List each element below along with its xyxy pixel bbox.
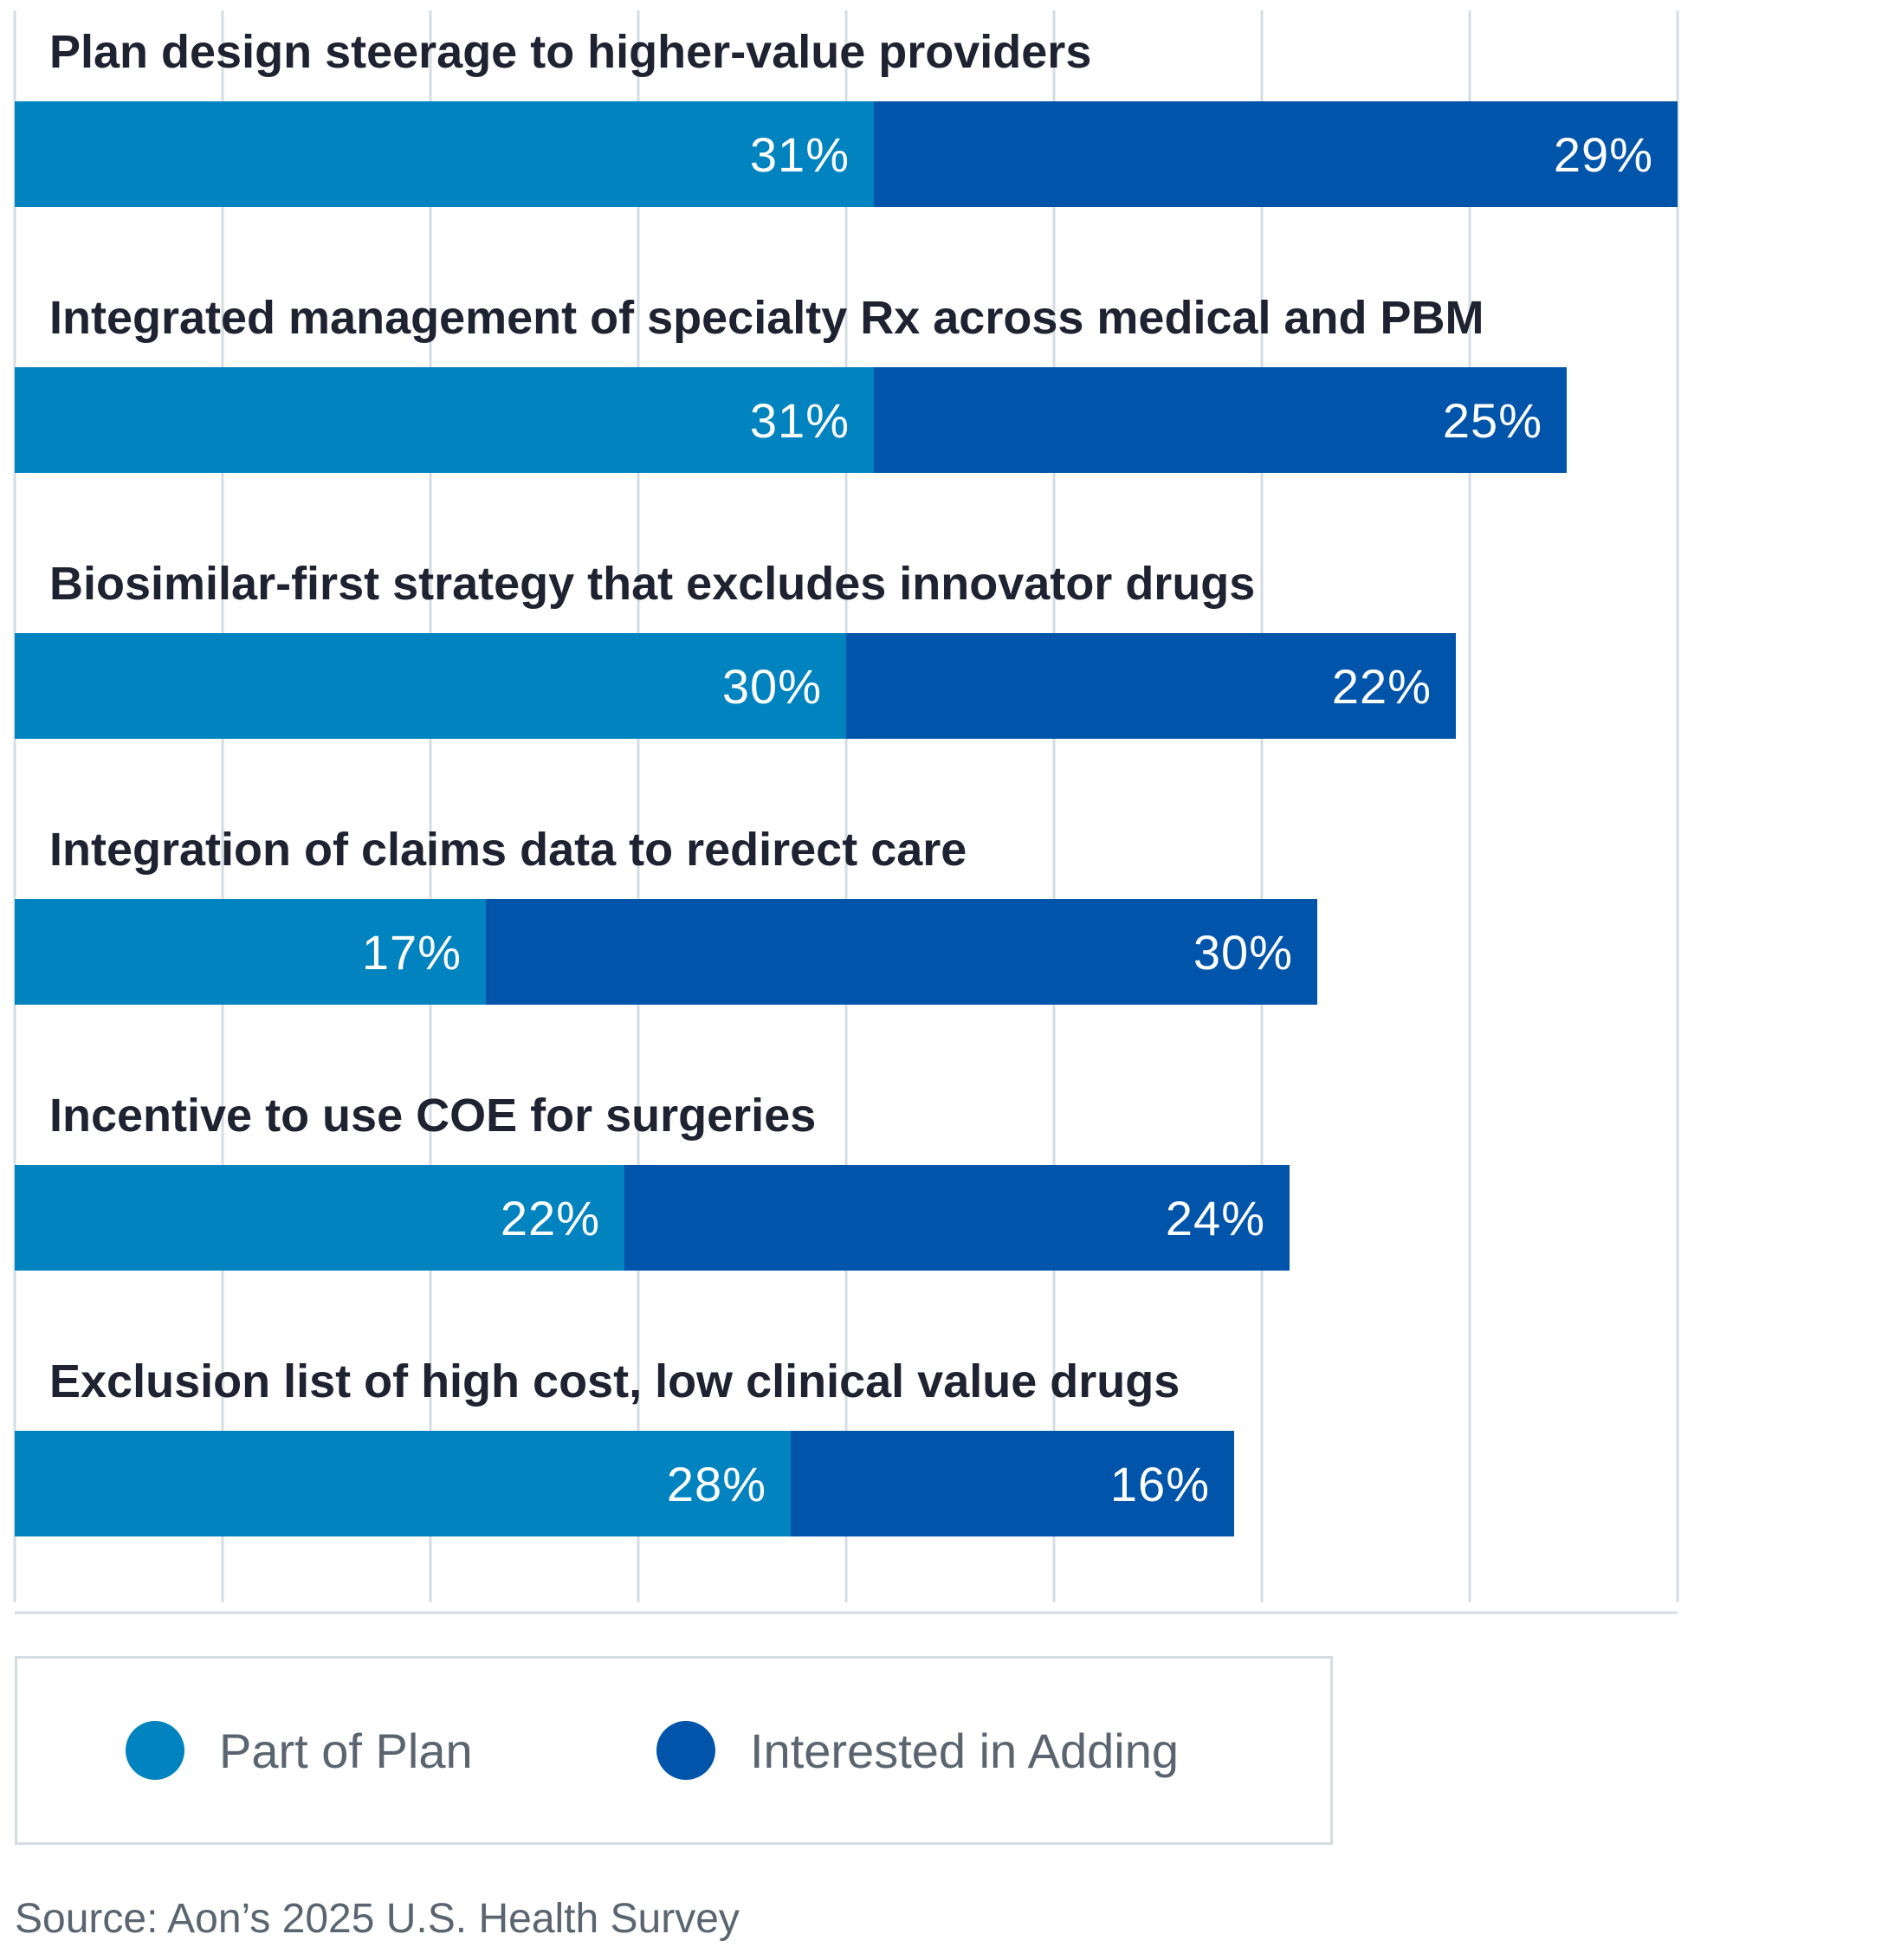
- legend-label-part-of-plan: Part of Plan: [219, 1723, 473, 1778]
- bar-part-of-plan: [15, 1431, 791, 1536]
- data-label-part-of-plan: 31%: [750, 127, 850, 182]
- bar-interested-in-adding: [874, 101, 1678, 207]
- category-label: Incentive to use COE for surgeries: [49, 1090, 816, 1142]
- bar-part-of-plan: [15, 899, 486, 1005]
- data-label-interested-in-adding: 24%: [1166, 1191, 1265, 1245]
- data-label-part-of-plan: 28%: [667, 1457, 766, 1511]
- category-label: Integrated management of specialty Rx ac…: [49, 292, 1484, 344]
- legend-swatch-part-of-plan: [126, 1721, 184, 1780]
- bar-part-of-plan: [15, 367, 874, 473]
- bar-part-of-plan: [15, 101, 874, 207]
- legend-swatch-interested-in-adding: [656, 1721, 715, 1780]
- data-label-part-of-plan: 22%: [501, 1191, 600, 1245]
- data-label-interested-in-adding: 22%: [1332, 659, 1432, 714]
- labels: Plan design steerage to higher-value pro…: [49, 26, 1653, 1511]
- legend-item-part-of-plan: Part of Plan: [126, 1659, 473, 1842]
- data-label-interested-in-adding: 30%: [1193, 925, 1293, 980]
- data-label-part-of-plan: 17%: [362, 925, 462, 980]
- category-label: Biosimilar-first strategy that excludes …: [49, 558, 1255, 610]
- data-label-interested-in-adding: 16%: [1110, 1457, 1210, 1511]
- bar-interested-in-adding: [846, 633, 1456, 739]
- category-label: Exclusion list of high cost, low clinica…: [49, 1355, 1180, 1407]
- bar-part-of-plan: [15, 633, 846, 739]
- bar-interested-in-adding: [624, 1165, 1290, 1271]
- data-label-part-of-plan: 31%: [750, 393, 850, 448]
- category-label: Plan design steerage to higher-value pro…: [49, 26, 1091, 78]
- data-label-interested-in-adding: 25%: [1443, 393, 1542, 448]
- bar-interested-in-adding: [791, 1431, 1234, 1536]
- data-label-part-of-plan: 30%: [722, 659, 822, 714]
- legend: Part of Plan Interested in Adding: [15, 1656, 1333, 1845]
- stacked-bar-chart: Plan design steerage to higher-value pro…: [13, 10, 1679, 1614]
- data-label-interested-in-adding: 29%: [1554, 127, 1653, 182]
- bar-interested-in-adding: [486, 899, 1317, 1005]
- category-label: Integration of claims data to redirect c…: [49, 824, 967, 876]
- source-note: Source: Aon’s 2025 U.S. Health Survey: [15, 1896, 740, 1942]
- bar-part-of-plan: [15, 1165, 624, 1271]
- legend-item-interested-in-adding: Interested in Adding: [656, 1659, 1179, 1842]
- bar-interested-in-adding: [874, 367, 1567, 473]
- legend-label-interested-in-adding: Interested in Adding: [750, 1723, 1180, 1778]
- gridlines: [13, 10, 1679, 1614]
- bars: [15, 101, 1678, 1536]
